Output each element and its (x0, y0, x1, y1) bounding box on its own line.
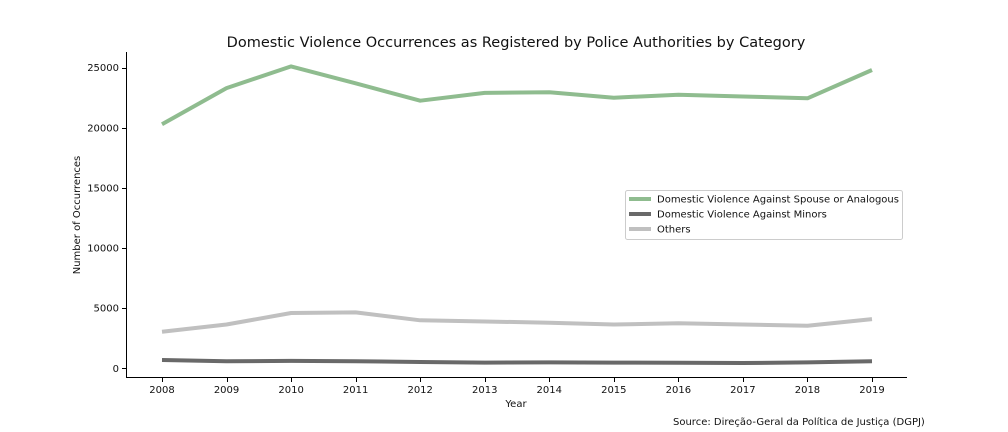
y-tick-label: 0 (113, 364, 119, 375)
legend-label-3: Others (657, 225, 691, 236)
series-layer (161, 64, 873, 365)
y-tick-label: 25000 (87, 63, 119, 74)
y-tick-label: 15000 (87, 183, 119, 194)
legend: Domestic Violence Against Spouse or Anal… (625, 190, 903, 240)
x-tick-label: 2019 (859, 385, 884, 396)
x-tick-label: 2015 (601, 385, 626, 396)
series-line-1 (161, 64, 873, 126)
x-tick-label: 2010 (278, 385, 303, 396)
y-axis-ticks: 0 5000 10000 15000 20000 25000 (87, 63, 126, 375)
x-tick-label: 2008 (149, 385, 174, 396)
y-tick-label: 10000 (87, 244, 119, 255)
legend-box (625, 190, 903, 240)
legend-label-2: Domestic Violence Against Minors (657, 210, 827, 221)
chart-title: Domestic Violence Occurrences as Registe… (227, 35, 806, 51)
source-note: Source: Direção-Geral da Política de Jus… (673, 417, 925, 428)
y-tick-label: 20000 (87, 123, 119, 134)
x-tick-label: 2018 (795, 385, 820, 396)
x-tick-label: 2014 (537, 385, 562, 396)
x-tick-label: 2012 (407, 385, 432, 396)
legend-items: Domestic Violence Against Spouse or Anal… (629, 195, 899, 236)
x-axis-ticks: 2008 2009 2010 2011 2012 2013 2014 2015 2016 2017… (149, 378, 885, 396)
y-tick-label: 5000 (94, 304, 119, 315)
series-line-2 (161, 358, 873, 365)
y-axis-label: Number of Occurrences (72, 156, 83, 275)
x-tick-label: 2009 (214, 385, 239, 396)
x-axis-label: Year (504, 399, 527, 410)
series-line-3 (161, 310, 873, 334)
x-tick-label: 2017 (730, 385, 755, 396)
legend-label-1: Domestic Violence Against Spouse or Anal… (657, 195, 899, 206)
x-tick-label: 2016 (666, 385, 691, 396)
x-tick-label: 2013 (472, 385, 497, 396)
x-tick-label: 2011 (343, 385, 368, 396)
